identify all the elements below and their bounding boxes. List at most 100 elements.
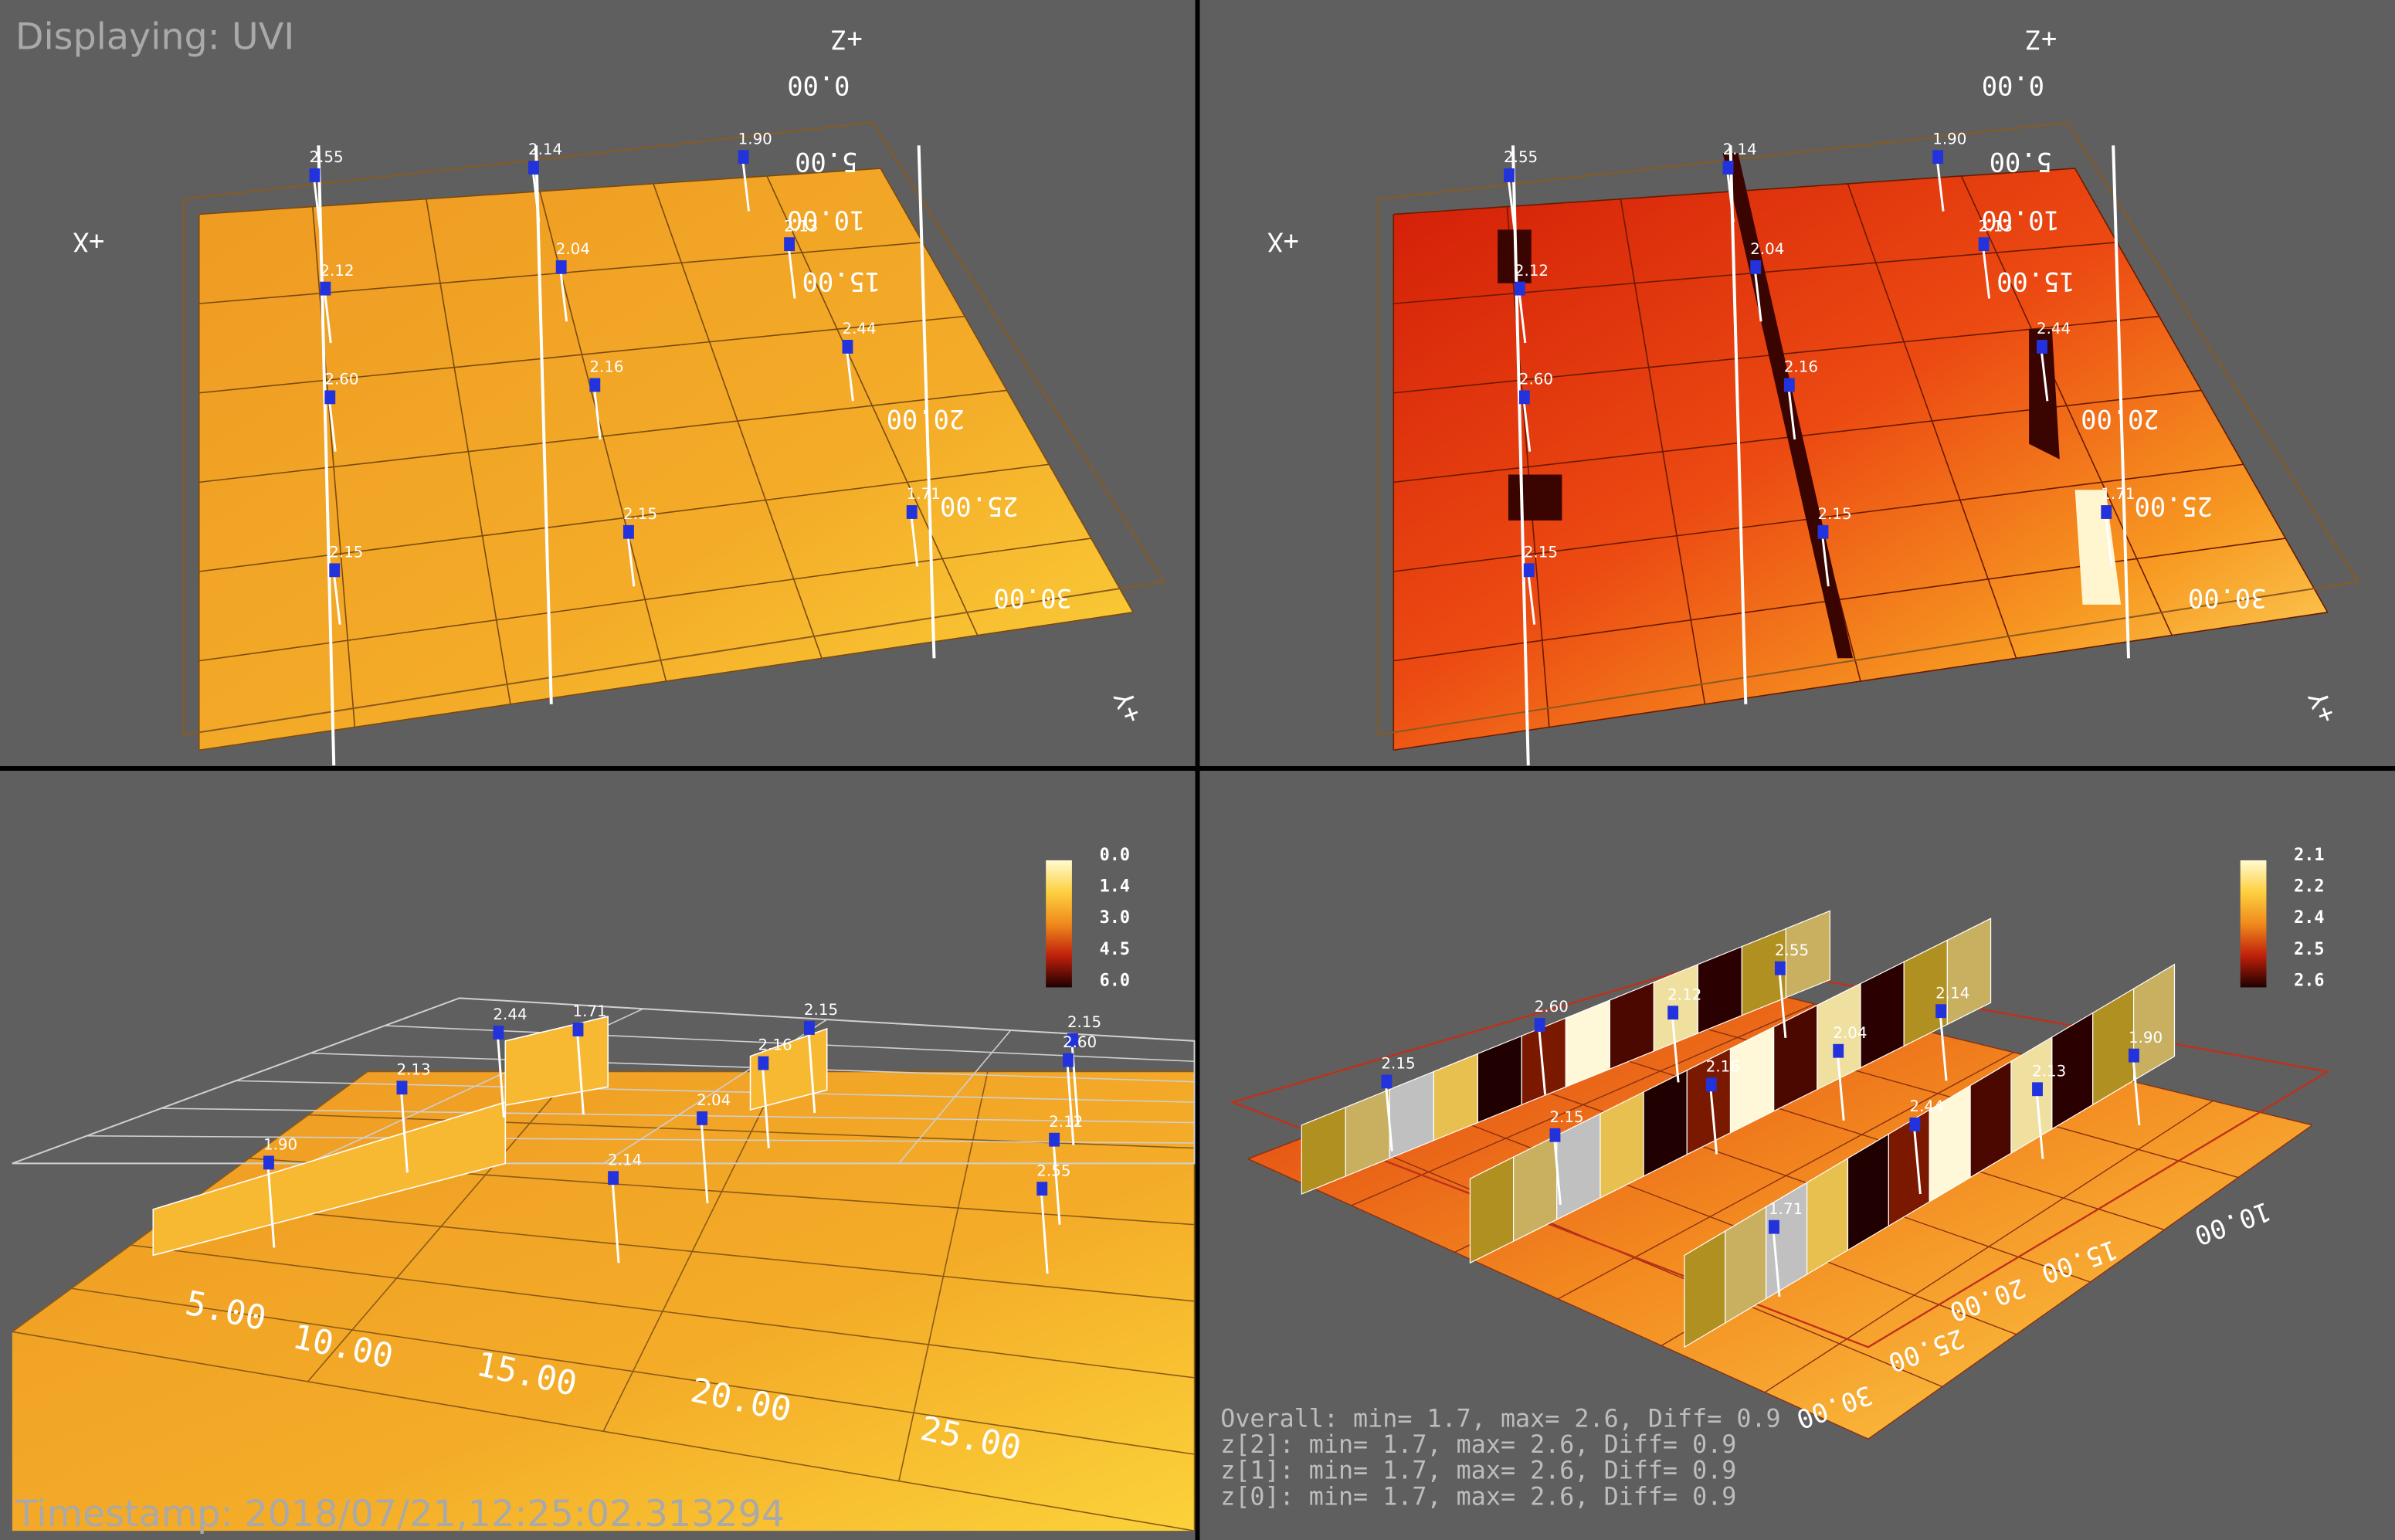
sensor-label: 2.04 (1833, 1024, 1867, 1042)
sensor (555, 259, 567, 274)
sensor-pole (266, 1165, 276, 1248)
sensor (1514, 281, 1525, 296)
axis-tick: 10.00 (1981, 205, 2059, 236)
colorbar-label: 2.4 (2294, 908, 2324, 928)
sensor (320, 281, 331, 296)
sensor-pole (2132, 1057, 2141, 1125)
axis-tick: 20.00 (2081, 404, 2159, 434)
sensor-label: 2.14 (1723, 141, 1757, 158)
sensor (803, 1021, 815, 1035)
grid-line (1351, 1003, 1815, 1206)
sensor-pole (761, 1065, 770, 1148)
sensor-pole (626, 534, 636, 587)
sensor-pole (1518, 290, 1527, 344)
sensor-label: 2.60 (1519, 371, 1553, 388)
sensor-pole (1538, 1026, 1547, 1095)
sensor (1667, 1006, 1679, 1020)
sensor-label: 2.55 (1036, 1162, 1070, 1179)
sensor (906, 505, 918, 519)
sensor-pole (1709, 1087, 1718, 1155)
grid-line (898, 1071, 989, 1481)
sensor-pole (1912, 1126, 1922, 1195)
axis-label: +Z (831, 25, 863, 55)
sensor-label: 2.60 (1063, 1033, 1097, 1051)
grid-line (1764, 1100, 2214, 1393)
sensor-pole (576, 1031, 585, 1115)
sensor-label: 2.12 (1515, 262, 1549, 280)
sensor (528, 161, 539, 175)
axis-label: +X (73, 226, 105, 256)
sensor (622, 524, 634, 539)
grid-line (1393, 612, 2328, 751)
sensor-pole (1982, 246, 1991, 299)
axis-tick: 5.00 (1990, 147, 2052, 177)
sensor (1722, 161, 1734, 175)
sensor-pole (1671, 1015, 1680, 1083)
sensor-label: 2.15 (1524, 543, 1558, 561)
sensor-pole (332, 572, 341, 625)
sensor-pole (312, 177, 321, 230)
axis-tick: 30.00 (993, 583, 1071, 613)
colorbar-label: 0.0 (1100, 846, 1130, 865)
sensor-pole (1787, 387, 1796, 440)
wall (1785, 910, 1830, 999)
grid-line (198, 315, 965, 394)
sensor (608, 1171, 619, 1186)
sensor-pole (1753, 269, 1762, 322)
display-label: Displaying: UVI (15, 15, 294, 58)
sensor-label: 2.13 (2032, 1062, 2066, 1080)
sensor (1750, 259, 1762, 274)
sensor-label: 2.55 (1504, 148, 1538, 166)
sensor-label: 1.71 (1769, 1200, 1803, 1218)
axis-tick: 30.00 (2188, 583, 2266, 613)
sensor (1932, 150, 1944, 165)
sensor-label: 2.04 (697, 1091, 731, 1109)
stats-line: z[0]: min= 1.7, max= 2.6, Diff= 0.9 (1220, 1483, 1736, 1511)
sensor (697, 1111, 708, 1125)
sensor-pole (559, 269, 568, 322)
grid-line (1867, 1124, 2313, 1440)
sensor-pole (845, 348, 854, 402)
sensor (1783, 378, 1795, 392)
sensor-pole (1066, 1062, 1075, 1145)
sensor (758, 1056, 769, 1070)
sensor (1049, 1132, 1060, 1147)
axis-tick: 5.00 (795, 147, 857, 177)
sensor-pole (2104, 514, 2113, 567)
sensor (1063, 1053, 1074, 1067)
grid-line (198, 168, 881, 215)
sensor (572, 1023, 584, 1036)
surface (198, 168, 1134, 751)
axis-tick: 0.00 (787, 70, 850, 100)
sensor-label: 2.16 (1784, 358, 1818, 376)
sensor-pole (1384, 1084, 1393, 1152)
grid-line (898, 1029, 1012, 1164)
sensor (1935, 1004, 1947, 1019)
axis-tick: 25.00 (940, 491, 1018, 521)
sensor-label: 2.04 (1750, 240, 1784, 258)
colorbar-label: 2.6 (2294, 971, 2324, 990)
grid-line (198, 538, 1091, 662)
sensor-pole (1507, 177, 1516, 230)
axis-tick: 0.00 (1982, 70, 2044, 100)
sensor-pole (496, 1034, 505, 1118)
colorbar-label: 6.0 (1100, 971, 1130, 990)
sensor-label: 2.13 (1979, 217, 2013, 235)
wall (2029, 329, 2060, 460)
sensor-line (1511, 145, 1530, 766)
sensor-pole (807, 1029, 816, 1114)
sensor-pole (1820, 534, 1830, 587)
grid-line (307, 1070, 575, 1382)
sensor-label: 2.14 (1935, 984, 1969, 1002)
sensor (1518, 390, 1530, 405)
grid-line (602, 1071, 782, 1432)
sensor (2129, 1048, 2139, 1063)
sensor-label: 2.44 (2037, 320, 2071, 338)
colorbar-label: 1.4 (1100, 877, 1130, 897)
sensor-pole (1522, 399, 1532, 452)
sensor (1833, 1043, 1844, 1058)
sensor-label: 1.90 (738, 130, 772, 148)
sensor-label: 2.15 (1818, 505, 1852, 523)
sensor (2101, 505, 2112, 519)
